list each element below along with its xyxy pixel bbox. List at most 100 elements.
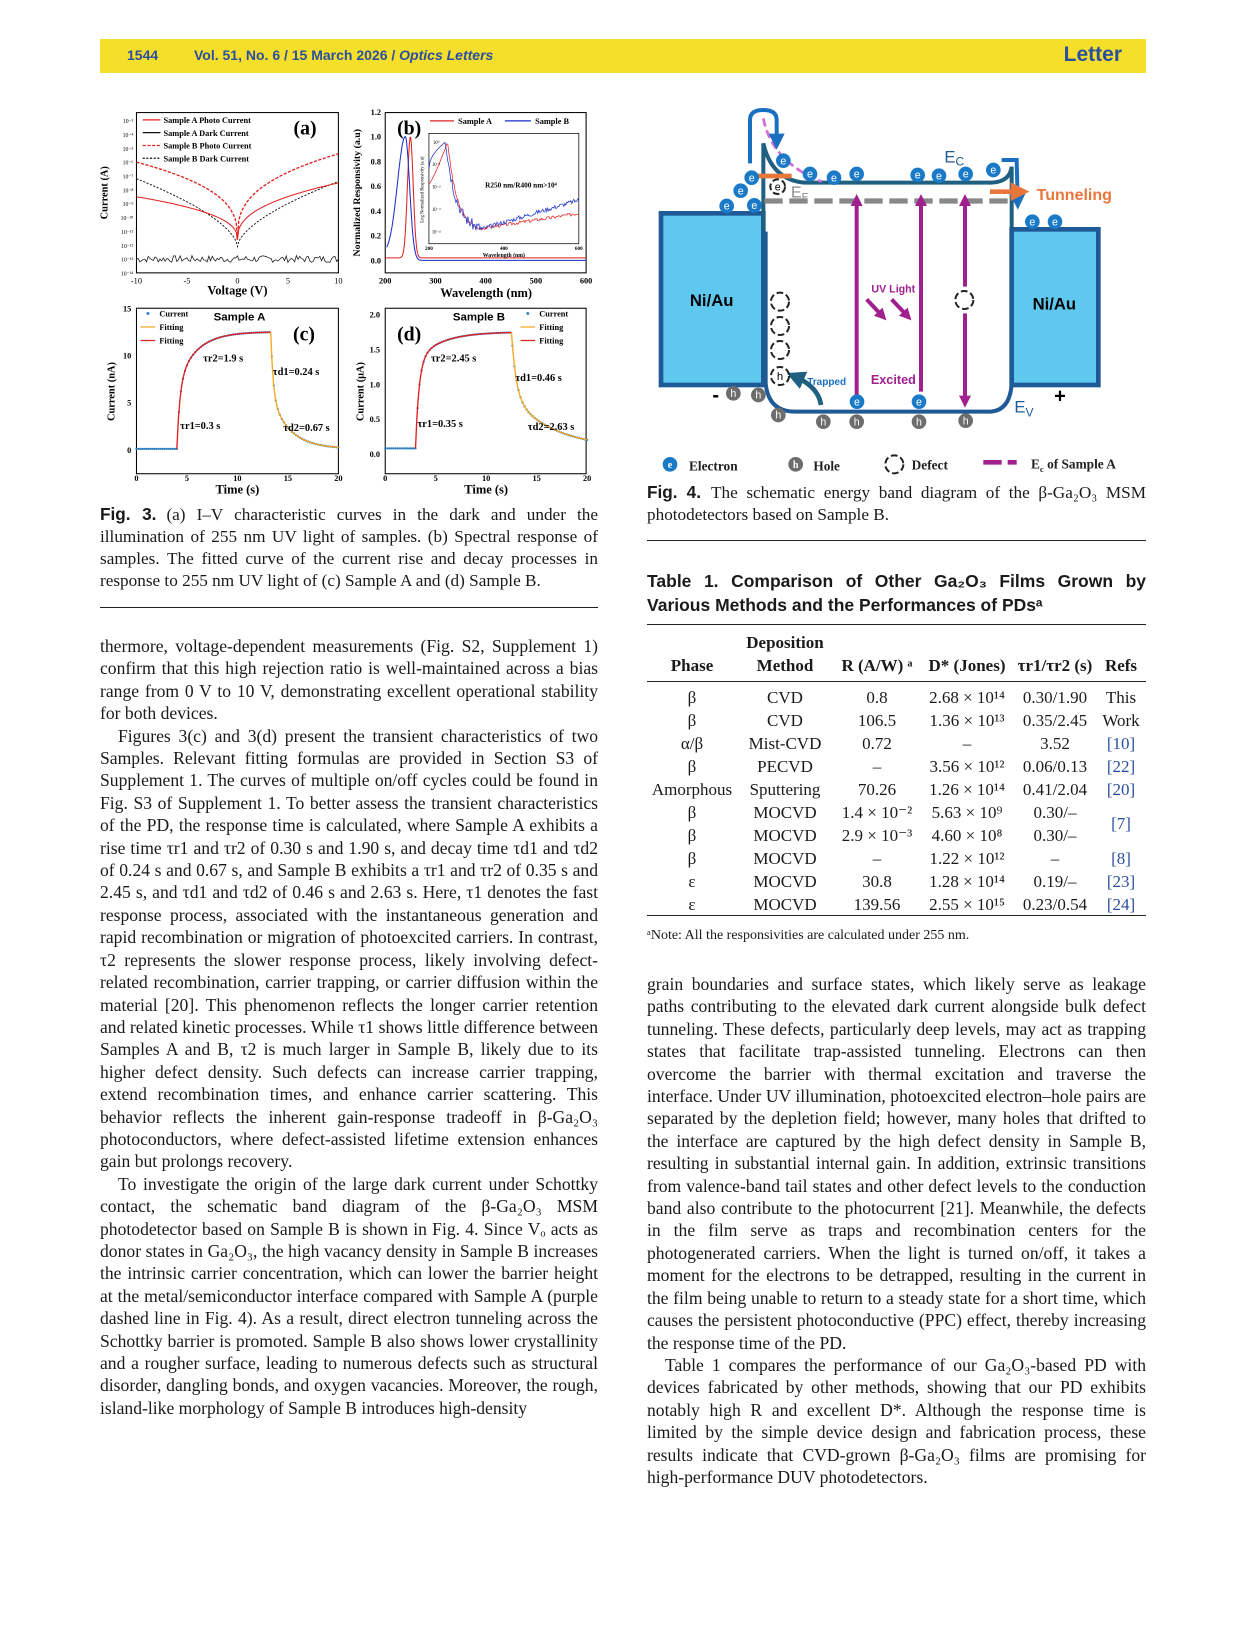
table-cell-tau: 0.30/–: [1033, 826, 1077, 845]
legend-ec-sub: c: [1040, 464, 1044, 474]
figure-3-caption: Fig. 3. (a) I–V characteristic curves in …: [100, 503, 598, 592]
legend-ec-rest: of Sample A: [1044, 457, 1117, 472]
sample-b-photo-curve: [136, 153, 339, 240]
y-tick-label: 0: [127, 446, 131, 455]
table-cell-phase: β: [687, 688, 697, 707]
table-cell-tau: 0.30/1.90: [1022, 688, 1088, 707]
table-cell-method: CVD: [767, 688, 803, 707]
table-cell-ref[interactable]: [23]: [1106, 872, 1136, 891]
data-point: [398, 447, 401, 450]
table-cell-phase: β: [687, 826, 697, 845]
y-tick-label: 10: [123, 352, 131, 361]
data-point: [147, 447, 150, 450]
table-cell-d: 1.22 × 10¹²: [929, 849, 1005, 868]
electron-icon: [911, 394, 927, 409]
header-d: D* (Jones): [928, 656, 1006, 675]
x-tick-label: 10: [334, 276, 342, 285]
x-tick-label: 5: [434, 474, 438, 483]
data-point: [394, 447, 397, 450]
table-cell-method: CVD: [767, 711, 803, 730]
defect-icon: [770, 316, 790, 336]
y-tick-label: 2.0: [370, 311, 380, 320]
header-phase: Phase: [670, 656, 714, 675]
header-method-top: Deposition: [746, 633, 824, 652]
time-constant-label: τd1=0.46 s: [515, 373, 562, 384]
defect-icon: [770, 366, 790, 386]
figure-4-caption-text: The schematic energy band diagram of the…: [647, 483, 1146, 524]
legend-electron-symbol: e: [668, 460, 673, 471]
hole-icon: [751, 387, 766, 403]
time-constant-label: τd2=2.63 s: [528, 422, 575, 433]
table-cell-d: 2.55 × 10¹⁵: [929, 895, 1005, 914]
y-tick-label: 0.5: [370, 415, 380, 424]
table-cell-r: 0.72: [862, 734, 892, 753]
sample-a-photo-curve: [136, 182, 339, 240]
article-type: Letter: [1063, 43, 1122, 66]
y-tick-label: 1.5: [370, 345, 380, 354]
legend-label: Sample B: [535, 117, 569, 126]
data-point: [406, 447, 409, 450]
table-cell-method: MOCVD: [753, 849, 817, 868]
valence-band: [763, 231, 1014, 414]
y-tick-label: 10⁻⁷: [123, 175, 134, 181]
y-tick-label: 10⁻¹⁰: [121, 215, 134, 222]
legend-label: Sample B Photo Current: [164, 142, 252, 151]
table-cell-method: PECVD: [757, 757, 813, 776]
inset-x-tick-label: 400: [500, 246, 508, 252]
electron-symbol: e: [724, 201, 730, 213]
table-header-rule: [647, 681, 1146, 682]
table-1-title: Table 1. Comparison of Other Ga₂O₃ Films…: [647, 571, 1146, 615]
electron-icon: [986, 162, 1001, 178]
table-cell-ref[interactable]: [8]: [1111, 849, 1131, 868]
metal-left-label: Ni/Au: [690, 291, 734, 310]
electron-symbol: e: [963, 169, 969, 181]
x-tick-label: -5: [183, 276, 190, 285]
hole-symbol: h: [820, 416, 826, 428]
table-cell-ref[interactable]: [22]: [1106, 757, 1136, 776]
x-tick-label: 500: [530, 276, 542, 285]
inset-sample-a: [428, 143, 579, 231]
hole-icon: [788, 457, 803, 472]
ref-link-merged[interactable]: [7]: [1111, 814, 1131, 833]
trapped-label: Trapped: [807, 377, 846, 388]
electron-icon: [849, 394, 865, 409]
data-point: [151, 447, 154, 450]
data-point: [386, 447, 389, 450]
electron-icon: [1047, 214, 1063, 229]
ef-label-main: E: [791, 184, 802, 201]
x-tick-label: 5: [185, 474, 189, 483]
electron-icon: [662, 457, 678, 472]
plot-frame-d: [384, 307, 587, 475]
data-point: [161, 447, 164, 450]
journal-header: 1544 Vol. 51, No. 6 / 15 March 2026 / Op…: [100, 39, 1146, 73]
y-tick-label: 1.0: [370, 380, 380, 389]
defect-icon: [770, 291, 790, 312]
volume-info: Vol. 51, No. 6 / 15 March 2026 / Optics …: [194, 47, 493, 63]
legend-defect: Defect: [912, 457, 949, 472]
y-tick-label: 10⁻¹²: [121, 244, 133, 250]
table-cell-tau: 0.06/0.13: [1022, 757, 1088, 776]
table-cell-ref[interactable]: [20]: [1106, 780, 1136, 799]
hole-icon: [849, 414, 864, 429]
data-point: [153, 447, 156, 450]
data-point: [163, 447, 166, 450]
x-tick-label: 0: [134, 474, 138, 483]
x-tick-label: 5: [286, 276, 290, 285]
table-cell-ref[interactable]: [10]: [1106, 734, 1136, 753]
y-axis-label: Current (μA): [355, 362, 366, 421]
panel-label: (c): [293, 324, 315, 346]
figure-4-legend: e Electron h Hole Defect Ec of Sample A: [662, 454, 1117, 475]
legend-hole-symbol: h: [793, 460, 799, 471]
table-cell-ref[interactable]: [24]: [1106, 895, 1136, 914]
legend-label: Sample A: [458, 117, 492, 126]
x-tick-label: 300: [429, 276, 441, 285]
plot-frame-b: [384, 112, 587, 274]
metal-right-label: Ni/Au: [1033, 294, 1077, 313]
electron-symbol: e: [854, 396, 860, 408]
table-cell-method: MOCVD: [753, 826, 817, 845]
x-tick-label: 20: [583, 474, 591, 483]
data-point: [149, 447, 152, 450]
rise-fit-curve: [414, 331, 512, 449]
x-axis-label: Wavelength (nm): [440, 286, 532, 300]
data-point: [402, 447, 405, 450]
